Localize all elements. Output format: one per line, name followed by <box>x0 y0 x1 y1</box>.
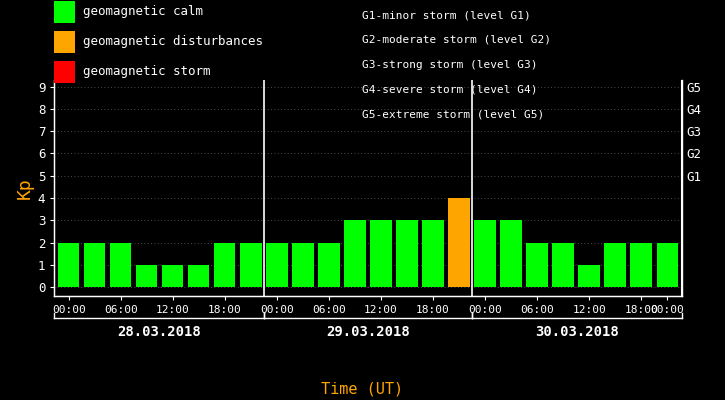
Text: 29.03.2018: 29.03.2018 <box>326 325 410 339</box>
Bar <box>370 220 392 287</box>
Bar <box>605 242 626 287</box>
Text: G1-minor storm (level G1): G1-minor storm (level G1) <box>362 10 531 20</box>
Bar <box>631 242 652 287</box>
Text: G5-extreme storm (level G5): G5-extreme storm (level G5) <box>362 109 544 119</box>
Bar <box>84 242 105 287</box>
Bar <box>240 242 262 287</box>
Bar <box>397 220 418 287</box>
Bar <box>318 242 339 287</box>
Bar <box>214 242 236 287</box>
Y-axis label: Kp: Kp <box>16 177 33 199</box>
Bar <box>579 265 600 287</box>
Bar <box>448 198 470 287</box>
Bar <box>344 220 365 287</box>
Text: 28.03.2018: 28.03.2018 <box>117 325 201 339</box>
Text: 30.03.2018: 30.03.2018 <box>535 325 618 339</box>
Bar <box>188 265 210 287</box>
Bar <box>58 242 79 287</box>
Bar <box>423 220 444 287</box>
Bar <box>136 265 157 287</box>
Bar <box>266 242 288 287</box>
Text: G4-severe storm (level G4): G4-severe storm (level G4) <box>362 84 538 94</box>
Text: G3-strong storm (level G3): G3-strong storm (level G3) <box>362 60 538 70</box>
Bar <box>526 242 548 287</box>
Bar <box>162 265 183 287</box>
Bar <box>657 242 678 287</box>
Bar <box>292 242 313 287</box>
Bar <box>552 242 573 287</box>
Text: Time (UT): Time (UT) <box>321 381 404 396</box>
Text: geomagnetic calm: geomagnetic calm <box>83 6 204 18</box>
Text: geomagnetic storm: geomagnetic storm <box>83 66 211 78</box>
Bar <box>474 220 496 287</box>
Bar <box>110 242 131 287</box>
Text: geomagnetic disturbances: geomagnetic disturbances <box>83 36 263 48</box>
Bar <box>500 220 522 287</box>
Text: G2-moderate storm (level G2): G2-moderate storm (level G2) <box>362 35 552 45</box>
